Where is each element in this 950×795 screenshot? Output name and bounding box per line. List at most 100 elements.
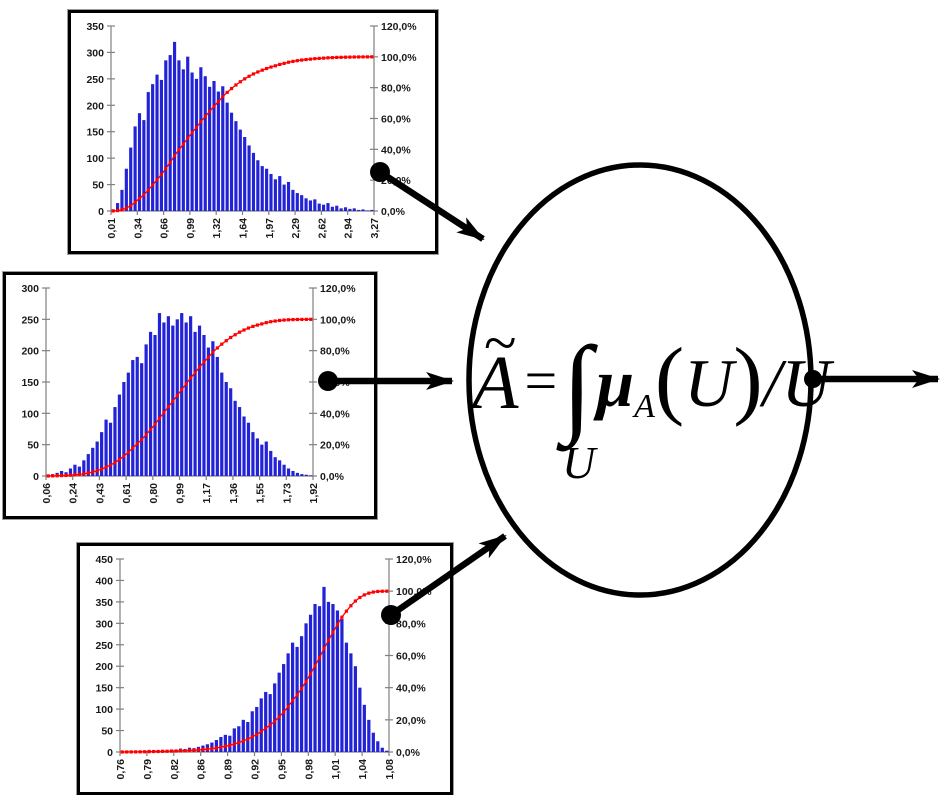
cumulative-marker bbox=[326, 56, 329, 59]
cumulative-marker bbox=[238, 331, 241, 334]
cumulative-marker bbox=[331, 56, 334, 59]
formula-argument: U bbox=[684, 349, 733, 417]
cumulative-marker bbox=[327, 639, 330, 642]
frequency-bar bbox=[287, 653, 290, 752]
cumulative-marker bbox=[82, 472, 85, 475]
cumulative-marker bbox=[217, 100, 220, 103]
cumulative-marker bbox=[304, 58, 307, 61]
frequency-bar bbox=[282, 465, 285, 476]
cumulative-marker bbox=[331, 631, 334, 634]
integral-domain: U bbox=[562, 440, 595, 486]
left-tick-label: 100 bbox=[95, 704, 113, 716]
frequency-bar bbox=[185, 322, 188, 476]
frequency-bar bbox=[300, 636, 303, 752]
frequency-bar bbox=[287, 468, 290, 476]
frequency-bar bbox=[230, 113, 233, 211]
left-tick-label: 100 bbox=[86, 153, 104, 165]
cumulative-marker bbox=[361, 55, 364, 58]
cumulative-marker bbox=[228, 744, 231, 747]
cumulative-marker bbox=[188, 749, 191, 752]
formula-integral-group: ∫ U bbox=[562, 328, 592, 438]
frequency-bar bbox=[113, 407, 116, 476]
cumulative-marker bbox=[149, 428, 152, 431]
x-tick-label: 0,89 bbox=[223, 759, 235, 780]
frequency-bar bbox=[129, 148, 132, 211]
x-tick-label: 1,97 bbox=[264, 218, 276, 239]
cumulative-marker bbox=[358, 596, 361, 599]
frequency-bar bbox=[304, 198, 307, 211]
frequency-bar bbox=[120, 190, 123, 211]
cumulative-marker bbox=[182, 143, 185, 146]
cumulative-marker bbox=[261, 69, 264, 72]
cumulative-marker bbox=[60, 474, 63, 477]
cumulative-marker bbox=[171, 400, 174, 403]
left-tick-label: 350 bbox=[95, 597, 113, 609]
x-tick-label: 1,64 bbox=[238, 218, 250, 239]
x-tick-label: 1,92 bbox=[308, 483, 320, 504]
left-tick-label: 0 bbox=[98, 206, 104, 218]
cumulative-marker bbox=[120, 208, 123, 211]
frequency-bar bbox=[136, 357, 139, 476]
right-tick-label: 20,0% bbox=[396, 715, 426, 727]
right-tick-label: 40,0% bbox=[381, 144, 411, 156]
frequency-bar bbox=[345, 643, 348, 752]
cumulative-marker bbox=[322, 57, 325, 60]
cumulative-marker bbox=[155, 178, 158, 181]
frequency-bar bbox=[348, 209, 351, 211]
cumulative-marker bbox=[344, 56, 347, 59]
formula-tilde: ~ bbox=[484, 313, 516, 373]
cumulative-marker bbox=[176, 394, 179, 397]
cumulative-marker bbox=[134, 201, 137, 204]
x-tick-label: 1,01 bbox=[330, 759, 342, 780]
cumulative-marker bbox=[51, 474, 54, 477]
cumulative-marker bbox=[190, 131, 193, 134]
cumulative-marker bbox=[173, 154, 176, 157]
frequency-bar bbox=[216, 357, 219, 476]
cumulative-marker bbox=[242, 739, 245, 742]
frequency-bar bbox=[122, 382, 125, 476]
cumulative-marker bbox=[234, 333, 237, 336]
cumulative-marker bbox=[204, 115, 207, 118]
frequency-bar bbox=[361, 209, 364, 211]
cumulative-marker bbox=[322, 647, 325, 650]
frequency-bar bbox=[186, 57, 189, 211]
frequency-bar bbox=[331, 207, 334, 211]
right-tick-label: 40,0% bbox=[396, 683, 426, 695]
cumulative-marker bbox=[78, 473, 81, 476]
histogram-chart-bottom: 0501001502002503003504004500,0%20,0%40,0… bbox=[80, 546, 444, 786]
frequency-bar bbox=[138, 113, 141, 211]
frequency-bar bbox=[366, 210, 369, 211]
x-tick-label: 3,27 bbox=[369, 218, 381, 239]
cumulative-marker bbox=[127, 451, 130, 454]
cumulative-marker bbox=[304, 680, 307, 683]
cumulative-marker bbox=[349, 604, 352, 607]
cumulative-marker bbox=[138, 197, 141, 200]
left-tick-label: 300 bbox=[95, 618, 113, 630]
frequency-bar bbox=[169, 55, 172, 211]
cumulative-marker bbox=[161, 750, 164, 753]
cumulative-marker bbox=[287, 705, 290, 708]
cumulative-marker bbox=[104, 465, 107, 468]
right-tick-label: 120,0% bbox=[320, 283, 356, 295]
cumulative-marker bbox=[139, 750, 142, 753]
frequency-bar bbox=[260, 698, 263, 752]
cumulative-marker bbox=[174, 749, 177, 752]
frequency-bar bbox=[145, 344, 148, 476]
right-tick-label: 120,0% bbox=[396, 554, 432, 566]
right-tick-label: 60,0% bbox=[320, 377, 350, 389]
frequency-bar bbox=[269, 694, 272, 752]
frequency-bar bbox=[291, 643, 294, 752]
frequency-bar bbox=[134, 126, 137, 211]
cumulative-marker bbox=[348, 56, 351, 59]
frequency-bar bbox=[256, 438, 259, 476]
right-tick-label: 60,0% bbox=[381, 114, 411, 126]
frequency-bar bbox=[264, 692, 267, 752]
x-tick-label: 0,80 bbox=[148, 483, 160, 504]
right-tick-label: 80,0% bbox=[396, 618, 426, 630]
cumulative-marker bbox=[300, 318, 303, 321]
frequency-bar bbox=[261, 166, 264, 211]
frequency-bar bbox=[265, 442, 268, 476]
frequency-bar bbox=[252, 153, 255, 211]
frequency-bar bbox=[326, 203, 329, 211]
